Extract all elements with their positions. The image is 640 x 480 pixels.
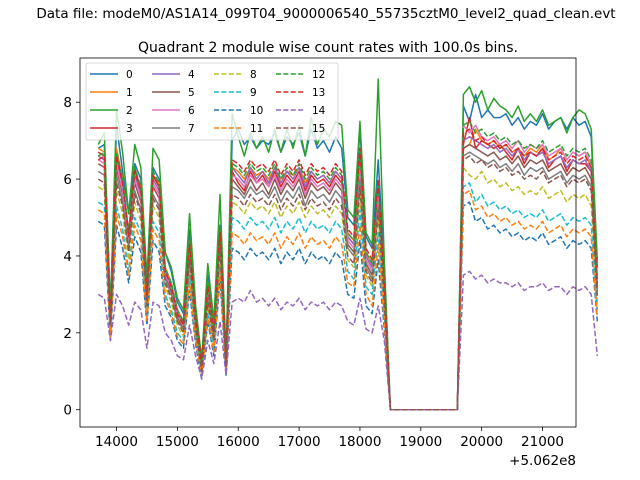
chart-title: Quadrant 2 module wise count rates with … (138, 40, 518, 56)
x-tick-label: 18000 (338, 434, 381, 450)
x-tick-label: 15000 (156, 434, 199, 450)
legend-frame (85, 62, 339, 141)
x-tick-label: 20000 (460, 434, 503, 450)
y-axis: 0 2 4 6 8 (63, 95, 80, 419)
legend-label-4: 4 (188, 69, 195, 81)
x-axis: 14000 15000 16000 17000 18000 19000 20000 21000 (95, 427, 564, 450)
legend-label-7: 7 (188, 123, 195, 135)
legend-label-0: 0 (126, 69, 133, 81)
x-tick-label: 17000 (278, 434, 321, 450)
plot-frame (79, 57, 577, 428)
figure-title: Data file: modeM0/AS1A14_099T04_90000065… (36, 6, 615, 22)
legend-label-3: 3 (126, 123, 133, 135)
series-line-2 (97, 78, 599, 411)
legend-label-13: 13 (312, 87, 325, 99)
x-tick-label: 21000 (521, 434, 564, 450)
legend-label-1: 1 (126, 87, 133, 99)
series-line-8 (97, 166, 599, 411)
legend-label-2: 2 (126, 105, 133, 117)
legend-label-12: 12 (312, 69, 325, 81)
y-tick-label: 0 (63, 403, 72, 419)
series-line-10 (97, 201, 599, 411)
series-line-15 (97, 155, 599, 411)
series-line-13 (97, 128, 599, 411)
legend-label-5: 5 (188, 87, 195, 99)
legend-label-6: 6 (188, 105, 195, 117)
series-line-14 (97, 270, 599, 411)
series-layer (97, 78, 599, 411)
y-tick-label: 4 (63, 249, 72, 265)
legend-label-15: 15 (312, 123, 325, 135)
legend-label-10: 10 (250, 105, 263, 117)
y-tick-label: 6 (63, 172, 72, 188)
series-line-11 (97, 189, 599, 411)
series-line-12 (97, 120, 599, 411)
x-tick-label: 16000 (217, 434, 260, 450)
legend-label-8: 8 (250, 69, 257, 81)
legend-label-14: 14 (312, 105, 326, 117)
legend-label-9: 9 (250, 87, 257, 99)
y-tick-label: 8 (63, 95, 72, 111)
x-tick-label: 19000 (399, 434, 442, 450)
x-offset-label: +5.062e8 (509, 453, 576, 469)
x-tick-label: 14000 (95, 434, 138, 450)
legend-label-11: 11 (250, 123, 263, 135)
y-tick-label: 2 (63, 326, 72, 342)
series-line-0 (97, 93, 599, 411)
series-line-7 (97, 151, 599, 411)
series-line-9 (97, 182, 599, 411)
